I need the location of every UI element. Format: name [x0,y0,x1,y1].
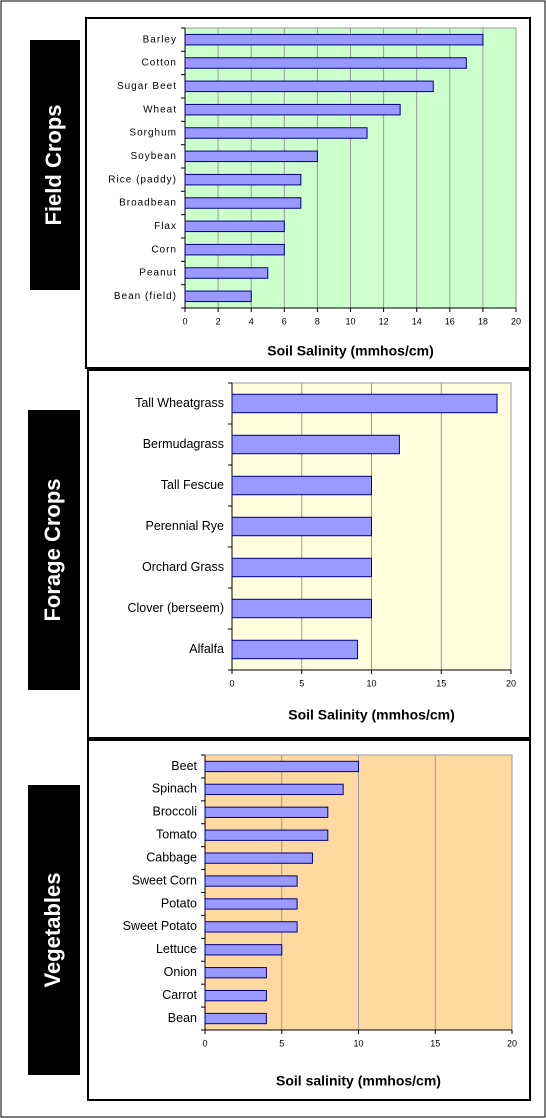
bar [184,57,467,69]
bar [184,220,285,233]
x-tick-label: 16 [445,316,455,326]
x-tick-label: 20 [507,1038,517,1048]
y-tick-label: Broadbean [119,198,177,209]
x-tick-label: 15 [430,1038,440,1048]
x-tick-label: 10 [366,678,376,688]
x-tick-label: 15 [436,678,446,688]
y-tick-label: Clover (berseem) [127,601,224,615]
y-tick-label: Alfalfa [189,642,224,656]
bar [204,875,298,887]
y-tick-label: Broccoli [153,805,197,819]
bar [184,267,269,279]
x-tick-label: 20 [506,678,516,688]
y-tick-label: Soybean [131,151,177,162]
x-tick-label: 18 [478,316,488,326]
y-tick-label: Potato [161,896,197,910]
y-tick-label: Bean (field) [114,291,177,302]
bar [204,1012,267,1025]
y-tick-label: Peanut [139,268,177,279]
bar [231,475,372,496]
bar [231,557,372,578]
x-tick-label: 6 [282,316,287,326]
y-tick-label: Lettuce [156,942,197,956]
bar [231,434,400,455]
x-tick-label: 4 [249,316,254,326]
x-tick-label: 5 [279,1038,284,1048]
x-axis-label: Soil Salinity (mmhos/cm) [267,343,433,359]
side-label-box [30,40,80,290]
x-axis-label: Soil salinity (mmhos/cm) [276,1073,441,1089]
x-axis-label: Soil Salinity (mmhos/cm) [288,707,454,723]
y-tick-label: Sweet Potato [123,919,197,933]
x-tick-label: 12 [379,316,389,326]
y-tick-label: Orchard Grass [142,560,224,574]
x-tick-label: 5 [299,678,304,688]
y-tick-label: Cabbage [146,850,197,864]
x-tick-label: 10 [345,316,355,326]
y-tick-label: Flax [154,221,177,232]
y-tick-label: Bermudagrass [143,437,224,451]
y-tick-label: Tall Wheatgrass [135,396,224,410]
bar [204,783,344,796]
y-tick-label: Bean [168,1011,197,1025]
bar [204,898,298,910]
x-tick-label: 0 [202,1038,207,1048]
bar [204,921,298,933]
chart-title: Field Crops [41,104,66,225]
x-tick-label: 0 [182,316,187,326]
y-tick-label: Cotton [142,58,177,69]
y-tick-label: Wheat [143,104,177,115]
bar [204,760,359,773]
bar [184,243,285,256]
bar [184,173,302,186]
x-tick-label: 2 [216,316,221,326]
bar [204,852,313,864]
bar [231,639,359,660]
y-tick-label: Tomato [156,828,197,842]
bar [184,197,302,209]
bar [184,33,484,46]
bar [204,967,267,979]
x-tick-label: 10 [353,1038,363,1048]
chart-title: Forage Crops [40,478,65,621]
y-tick-label: Sugar Beet [117,81,177,92]
y-tick-label: Onion [164,965,197,979]
bar [184,290,252,303]
y-tick-label: Sorghum [129,128,177,139]
y-tick-label: Spinach [152,782,197,796]
bar [231,516,372,537]
bar [204,806,329,818]
bar [184,127,368,139]
y-tick-label: Beet [171,759,197,773]
side-label-box [28,785,80,1075]
y-tick-label: Carrot [162,988,197,1002]
x-tick-label: 8 [315,316,320,326]
bar [231,598,372,619]
chart-title: Vegetables [40,873,65,988]
x-tick-label: 0 [229,678,234,688]
y-tick-label: Corn [151,244,177,255]
y-tick-label: Rice (paddy) [108,174,177,185]
bar [184,103,401,116]
x-tick-label: 20 [511,316,521,326]
x-tick-label: 14 [412,316,422,326]
bar [184,80,434,93]
bar [231,393,498,414]
bar [204,989,267,1002]
bar [204,829,329,841]
y-tick-label: Sweet Corn [132,873,197,887]
y-tick-label: Perennial Rye [145,519,224,533]
y-tick-label: Barley [143,34,177,45]
y-tick-label: Tall Fescue [161,478,224,492]
bar [204,944,283,956]
side-label-box [28,410,80,690]
bar [184,150,318,163]
